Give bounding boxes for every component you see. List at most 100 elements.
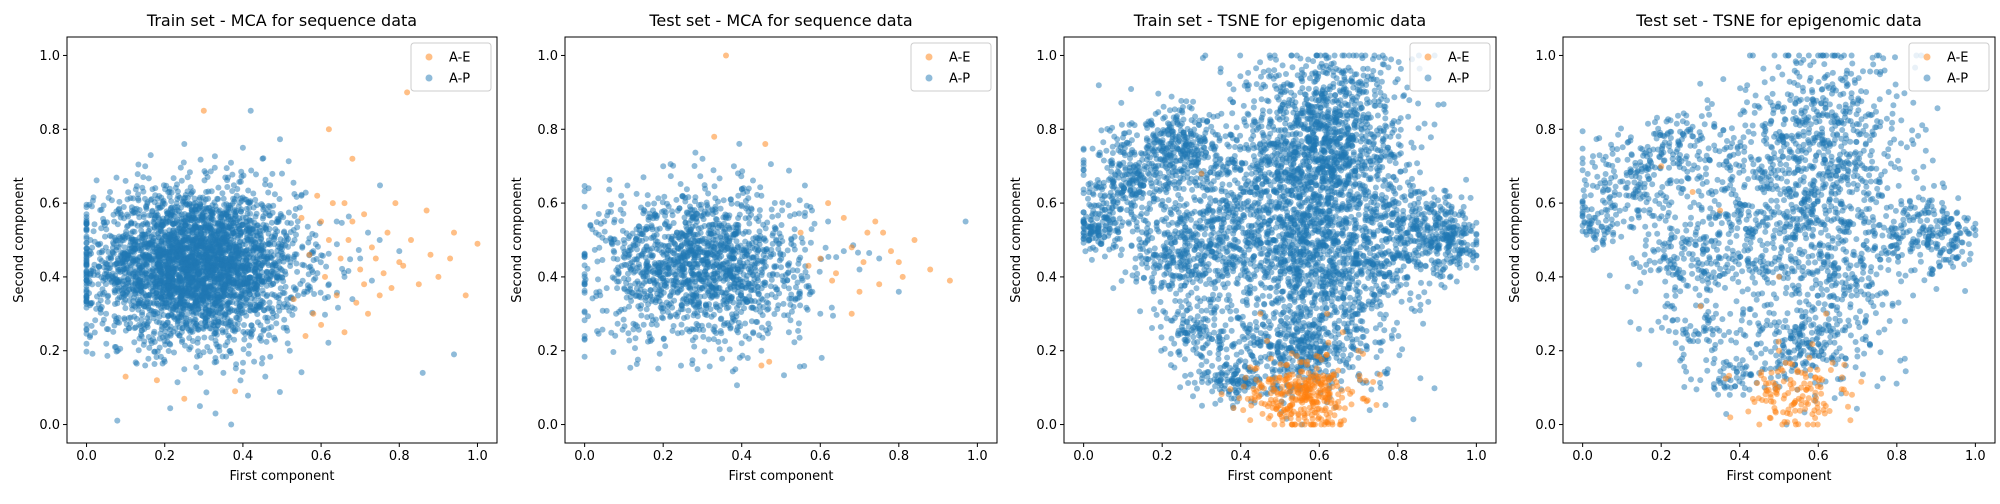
data-point	[102, 222, 108, 228]
data-point	[722, 276, 728, 282]
data-point	[273, 320, 279, 326]
data-point	[214, 327, 220, 333]
data-point	[649, 321, 655, 327]
data-point	[245, 329, 251, 335]
data-point	[660, 315, 666, 321]
data-point	[710, 208, 716, 214]
y-tick-label: 0.0	[39, 418, 60, 433]
data-point	[166, 258, 172, 264]
data-point	[115, 221, 121, 227]
data-point	[138, 332, 144, 338]
y-tick-label: 1.0	[39, 49, 60, 64]
data-point	[142, 163, 148, 169]
data-point	[233, 244, 239, 250]
data-point	[143, 204, 149, 210]
data-point	[747, 264, 753, 270]
data-point	[712, 183, 718, 189]
legend-marker	[426, 75, 433, 82]
data-point	[701, 249, 707, 255]
data-point	[309, 267, 315, 273]
data-point	[776, 290, 782, 296]
data-point	[106, 195, 112, 201]
data-point	[650, 253, 656, 259]
data-point	[150, 186, 156, 192]
data-point	[180, 325, 186, 331]
data-point	[161, 357, 167, 363]
data-point	[291, 254, 297, 260]
legend: A-EA-P	[411, 43, 491, 91]
data-point	[215, 185, 221, 191]
data-point	[171, 313, 177, 319]
data-point	[679, 243, 685, 249]
data-point	[260, 287, 266, 293]
data-point	[738, 202, 744, 208]
data-point	[693, 223, 699, 229]
data-point	[254, 283, 260, 289]
data-point	[334, 241, 340, 247]
data-point	[666, 243, 672, 249]
data-point	[84, 274, 90, 280]
data-point	[274, 274, 280, 280]
data-point	[166, 273, 172, 279]
data-point	[404, 89, 410, 95]
data-point	[695, 366, 701, 372]
data-point	[825, 219, 831, 225]
data-point	[217, 223, 223, 229]
data-point	[178, 205, 184, 211]
data-point	[197, 403, 203, 409]
data-point	[229, 188, 235, 194]
data-point	[135, 171, 141, 177]
data-point	[228, 422, 234, 428]
data-point	[668, 300, 674, 306]
data-point	[208, 226, 214, 232]
data-point	[582, 290, 588, 296]
data-point	[684, 186, 690, 192]
data-point	[241, 337, 247, 343]
data-point	[227, 293, 233, 299]
data-point	[775, 213, 781, 219]
data-point	[128, 221, 134, 227]
data-point	[151, 311, 157, 317]
data-point	[686, 284, 692, 290]
data-point	[92, 221, 98, 227]
data-point	[90, 351, 96, 357]
data-point	[131, 295, 137, 301]
data-point	[685, 250, 691, 256]
data-point	[188, 344, 194, 350]
data-point	[294, 224, 300, 230]
data-point	[135, 196, 141, 202]
data-point	[123, 374, 129, 380]
data-point	[234, 186, 240, 192]
data-point	[198, 157, 204, 163]
data-point	[670, 269, 676, 275]
data-point	[719, 289, 725, 295]
data-point	[139, 283, 145, 289]
data-point	[614, 285, 620, 291]
data-point	[110, 329, 116, 335]
data-point	[288, 220, 294, 226]
data-point	[230, 325, 236, 331]
data-point	[361, 211, 367, 217]
data-point	[735, 215, 741, 221]
data-point	[773, 238, 779, 244]
data-point	[400, 263, 406, 269]
data-point	[668, 257, 674, 263]
data-point	[136, 277, 142, 283]
data-point	[641, 174, 647, 180]
data-point	[191, 257, 197, 263]
data-point	[727, 270, 733, 276]
data-point	[690, 357, 696, 363]
data-point	[181, 366, 187, 372]
data-point	[238, 377, 244, 383]
data-point	[714, 251, 720, 257]
data-point	[190, 227, 196, 233]
data-point	[635, 357, 641, 363]
data-point	[786, 168, 792, 174]
data-point	[812, 221, 818, 227]
data-point	[139, 185, 145, 191]
x-axis-label: First component	[229, 469, 334, 484]
data-point	[186, 203, 192, 209]
data-point	[224, 247, 230, 253]
data-point	[181, 238, 187, 244]
data-point	[240, 145, 246, 151]
